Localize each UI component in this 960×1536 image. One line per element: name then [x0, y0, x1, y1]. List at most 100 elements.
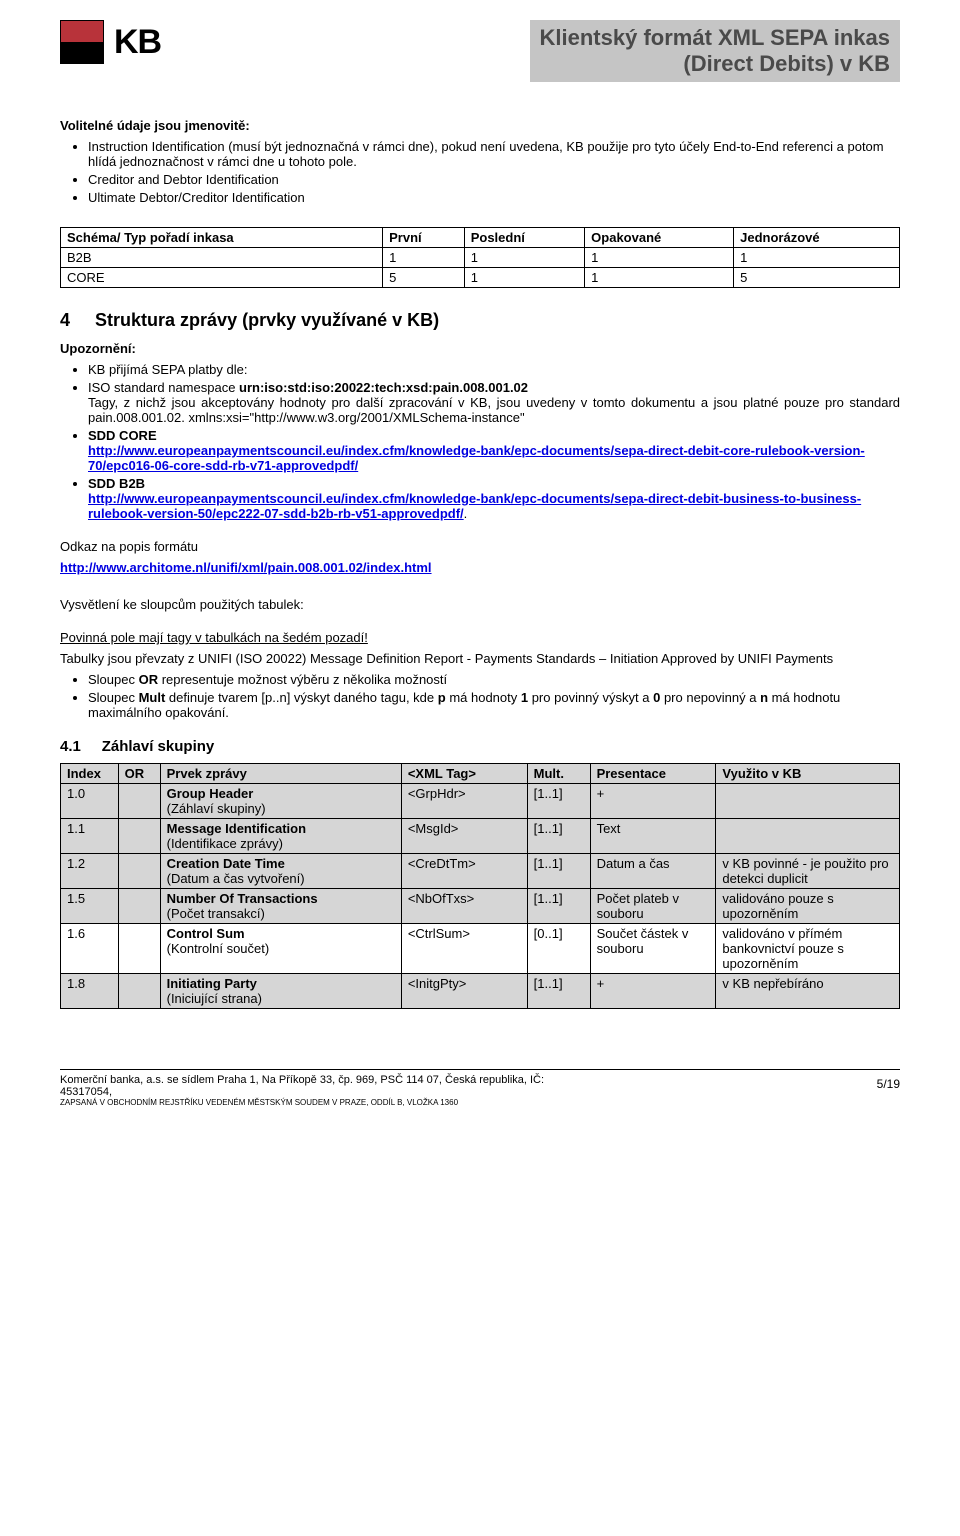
sdd-b2b-link[interactable]: http://www.europeanpaymentscouncil.eu/in…: [88, 491, 861, 521]
table-row: 1.2 Creation Date Time(Datum a čas vytvoř…: [61, 854, 900, 889]
td: 1.1: [61, 819, 119, 854]
table-row: 1.1Message Identification(Identifikace z…: [61, 819, 900, 854]
td: +: [590, 974, 716, 1009]
td: 5: [383, 268, 465, 288]
text: pro nepovinný a: [660, 690, 760, 705]
td: [118, 974, 160, 1009]
td: 1.6: [61, 924, 119, 974]
list-item: KB přijímá SEPA platby dle:: [88, 362, 900, 377]
or-bold: OR: [139, 672, 159, 687]
td: 1: [734, 248, 900, 268]
th: Mult.: [527, 764, 590, 784]
text: definuje tvarem [p..n] výskyt daného tag…: [165, 690, 437, 705]
td: validováno pouze s upozorněním: [716, 889, 900, 924]
table-row: 1.8Initiating Party(Iniciující strana)<I…: [61, 974, 900, 1009]
sdd-core-label: SDD CORE: [88, 428, 157, 443]
text: representuje možnost výběru z několika m…: [158, 672, 447, 687]
logo: KB: [60, 20, 161, 64]
footer-text2: 45317054,: [60, 1086, 900, 1098]
td: v KB povinné - je použito pro detekci du…: [716, 854, 900, 889]
td: <GrpHdr>: [401, 784, 527, 819]
table-header-row: Index OR Prvek zprávy <XML Tag> Mult. Pr…: [61, 764, 900, 784]
section-num: 4.1: [60, 738, 81, 755]
td: [1..1]: [527, 854, 590, 889]
table-row: CORE 5 1 1 5: [61, 268, 900, 288]
td: Text: [590, 819, 716, 854]
text: Sloupec: [88, 672, 139, 687]
page-content: Volitelné údaje jsou jmenovitě: Instruct…: [0, 92, 960, 1009]
td: Initiating Party(Iniciující strana): [160, 974, 401, 1009]
n-bold: n: [760, 690, 768, 705]
table-header-row: Schéma/ Typ pořadí inkasa První Poslední…: [61, 228, 900, 248]
td: CORE: [61, 268, 383, 288]
title-line1: Klientský formát XML SEPA inkas: [540, 25, 890, 51]
vysvetleni-label: Vysvětlení ke sloupcům použitých tabulek…: [60, 597, 900, 612]
td: [716, 784, 900, 819]
th: Opakované: [585, 228, 734, 248]
list-item: ISO standard namespace urn:iso:std:iso:2…: [88, 380, 900, 425]
accept-list: KB přijímá SEPA platby dle: ISO standard…: [60, 362, 900, 521]
section-4-heading: 4 Struktura zprávy (prvky využívané v KB…: [60, 310, 900, 331]
td: 1.5: [61, 889, 119, 924]
td: <MsgId>: [401, 819, 527, 854]
odkaz-link[interactable]: http://www.architome.nl/unifi/xml/pain.0…: [60, 560, 432, 575]
th: <XML Tag>: [401, 764, 527, 784]
th: Index: [61, 764, 119, 784]
th: Prvek zprávy: [160, 764, 401, 784]
page-header: KB Klientský formát XML SEPA inkas (Dire…: [0, 0, 960, 92]
td: [716, 819, 900, 854]
td: v KB nepřebíráno: [716, 974, 900, 1009]
td: Creation Date Time(Datum a čas vytvoření…: [160, 854, 401, 889]
text: Tagy, z nichž jsou akceptovány hodnoty p…: [88, 395, 900, 425]
td: [1..1]: [527, 819, 590, 854]
th: Presentace: [590, 764, 716, 784]
td: <CtrlSum>: [401, 924, 527, 974]
section-4-1-heading: 4.1 Záhlaví skupiny: [60, 738, 900, 755]
td: 1.2: [61, 854, 119, 889]
p-bold: p: [438, 690, 446, 705]
logo-mark-icon: [60, 20, 104, 64]
sdd-core-link[interactable]: http://www.europeanpaymentscouncil.eu/in…: [88, 443, 865, 473]
table-row: 1.0Group Header(Záhlaví skupiny)<GrpHdr>…: [61, 784, 900, 819]
table-row: 1.6Control Sum(Kontrolní součet)<CtrlSum…: [61, 924, 900, 974]
th: Poslední: [464, 228, 584, 248]
inkasa-table: Schéma/ Typ pořadí inkasa První Poslední…: [60, 227, 900, 288]
sdd-b2b-label: SDD B2B: [88, 476, 145, 491]
th: Schéma/ Typ pořadí inkasa: [61, 228, 383, 248]
td: [0..1]: [527, 924, 590, 974]
title-line2: (Direct Debits) v KB: [540, 51, 890, 77]
td: [118, 819, 160, 854]
footer-tiny: ZAPSANÁ V OBCHODNÍM REJSTŘÍKU VEDENÉM MĚ…: [60, 1098, 900, 1107]
page-footer: Komerční banka, a.s. se sídlem Praha 1, …: [0, 1069, 960, 1127]
th: Využito v KB: [716, 764, 900, 784]
text: pro povinný výskyt a: [528, 690, 653, 705]
td: <InitgPty>: [401, 974, 527, 1009]
list-item: Sloupec OR representuje možnost výběru z…: [88, 672, 900, 687]
td: 1.0: [61, 784, 119, 819]
zahlavi-table: Index OR Prvek zprávy <XML Tag> Mult. Pr…: [60, 763, 900, 1009]
odkaz-label: Odkaz na popis formátu: [60, 539, 900, 554]
intro-list: Instruction Identification (musí být jed…: [60, 139, 900, 205]
td: [118, 889, 160, 924]
td: <CreDtTm>: [401, 854, 527, 889]
td: 1: [585, 248, 734, 268]
td: 1: [464, 248, 584, 268]
table-row: B2B 1 1 1 1: [61, 248, 900, 268]
td: 1: [383, 248, 465, 268]
list-item: Creditor and Debtor Identification: [88, 172, 900, 187]
td: [118, 854, 160, 889]
table-row: 1.5Number Of Transactions(Počet transakc…: [61, 889, 900, 924]
logo-text: KB: [114, 23, 161, 62]
document-title: Klientský formát XML SEPA inkas (Direct …: [530, 20, 900, 82]
povinna-label: Povinná pole mají tagy v tabulkách na še…: [60, 630, 900, 645]
section-title: Záhlaví skupiny: [102, 738, 215, 755]
text: .: [464, 506, 468, 521]
td: [118, 924, 160, 974]
td: 5: [734, 268, 900, 288]
list-item: SDD CORE http://www.europeanpaymentscoun…: [88, 428, 900, 473]
td: [1..1]: [527, 889, 590, 924]
list-item: Sloupec Mult definuje tvarem [p..n] výsk…: [88, 690, 900, 720]
th: První: [383, 228, 465, 248]
text: Sloupec: [88, 690, 139, 705]
upozorneni-label: Upozornění:: [60, 341, 900, 356]
